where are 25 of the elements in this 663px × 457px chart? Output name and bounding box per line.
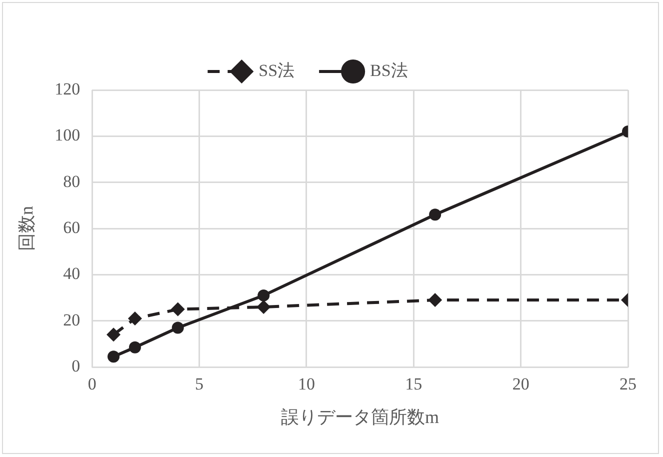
x-tick-label: 15 xyxy=(405,374,422,394)
x-tick-label: 10 xyxy=(298,374,315,394)
y-tick-label: 60 xyxy=(63,218,80,237)
point xyxy=(108,350,120,363)
y-tick-label: 80 xyxy=(63,172,80,191)
y-tick-label: 20 xyxy=(63,310,80,330)
y-axis-title: 回数n xyxy=(16,206,37,251)
x-tick-label: 5 xyxy=(195,374,204,394)
x-tick-label: 20 xyxy=(512,374,530,394)
point xyxy=(170,302,185,316)
point xyxy=(128,341,141,354)
legend-label: BS法 xyxy=(370,60,408,80)
x-axis-title: 誤りデータ箇所数m xyxy=(281,406,440,427)
point xyxy=(172,322,184,334)
legend-label: SS法 xyxy=(258,60,295,80)
y-tick-label: 120 xyxy=(54,79,80,98)
point xyxy=(106,328,121,342)
y-tick-label: 100 xyxy=(54,126,80,145)
point xyxy=(258,289,270,302)
x-tick-label: 0 xyxy=(88,374,96,394)
x-tick-label: 25 xyxy=(620,374,636,394)
y-tick-label: 40 xyxy=(63,264,80,284)
point xyxy=(256,300,271,314)
point xyxy=(128,312,142,326)
y-tick-label: 0 xyxy=(72,356,80,376)
